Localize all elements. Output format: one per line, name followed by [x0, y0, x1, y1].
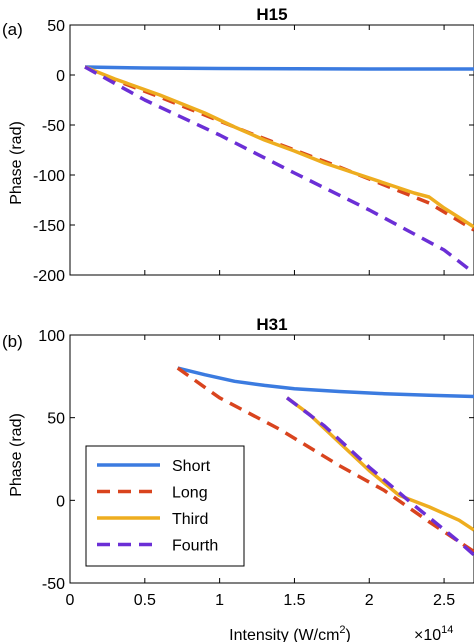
x-axis-label: Intensity (W/cm2) — [229, 624, 351, 642]
series-line-short — [84, 65, 474, 71]
x-axis-exponent-sup: 14 — [441, 624, 453, 636]
y-tick-label: 0 — [56, 493, 65, 510]
y-tick-label: 50 — [47, 18, 65, 35]
x-tick-label: 2.5 — [433, 592, 455, 609]
y-tick-label: -50 — [42, 118, 65, 135]
panel-h31: (b) H31 Phase (rad) 0 0.5 1 1.5 2 2.5-5005010… — [2, 315, 474, 642]
plot-frame-a — [69, 24, 474, 276]
legend-label-short: Short — [172, 458, 211, 475]
legend-label-long: Long — [172, 485, 208, 502]
chart-title-h15: H15 — [256, 5, 287, 24]
legend: Short Long Third Fourth — [85, 445, 245, 567]
series-line-fourth — [84, 65, 474, 275]
x-axis-label-sup: 2 — [339, 624, 345, 636]
x-axis-label-tail: ) — [346, 627, 351, 642]
y-tick-label: -50 — [42, 576, 65, 593]
x-tick-label: 0.5 — [134, 592, 156, 609]
y-tick-label: -200 — [33, 268, 65, 285]
legend-label-third: Third — [172, 511, 208, 528]
series-line-third — [84, 65, 474, 229]
y-tick-label: 100 — [38, 328, 65, 345]
series-line-short — [177, 366, 474, 399]
y-tick-label: 0 — [56, 68, 65, 85]
legend-label-fourth: Fourth — [172, 538, 218, 555]
series-lines-a — [84, 65, 474, 275]
series-line-long — [176, 366, 474, 554]
y-axis-label-a: Phase (rad) — [8, 121, 25, 205]
x-tick-label: 1.5 — [283, 592, 305, 609]
series-line-long — [84, 65, 474, 232]
chart-title-h31: H31 — [256, 315, 287, 334]
legend-items: Short Long Third Fourth — [97, 458, 218, 555]
x-tick-label: 1 — [215, 592, 224, 609]
series-lines-b — [176, 366, 474, 557]
ticks-a: -200 -150 -100 -50 0 50 — [33, 18, 474, 285]
x-tick-label: 2 — [365, 592, 374, 609]
series-line-fourth — [285, 396, 474, 557]
y-axis-label-b: Phase (rad) — [8, 413, 25, 497]
x-axis-exponent-base: ×10 — [414, 627, 441, 642]
panel-label-b: (b) — [2, 332, 23, 351]
y-tick-label: 50 — [47, 411, 65, 428]
x-axis-exponent: ×1014 — [414, 624, 453, 642]
panel-h15: (a) H15 Phase (rad) -200 -150 -100 -50 0 50 — [2, 5, 474, 285]
y-tick-label: -150 — [33, 218, 65, 235]
x-tick-label: 0 — [66, 592, 75, 609]
panel-label-a: (a) — [2, 20, 23, 39]
y-tick-label: -100 — [33, 168, 65, 185]
x-axis-label-main: Intensity (W/cm — [229, 627, 339, 642]
plot-frame-b — [69, 334, 474, 584]
series-line-third — [285, 396, 474, 532]
